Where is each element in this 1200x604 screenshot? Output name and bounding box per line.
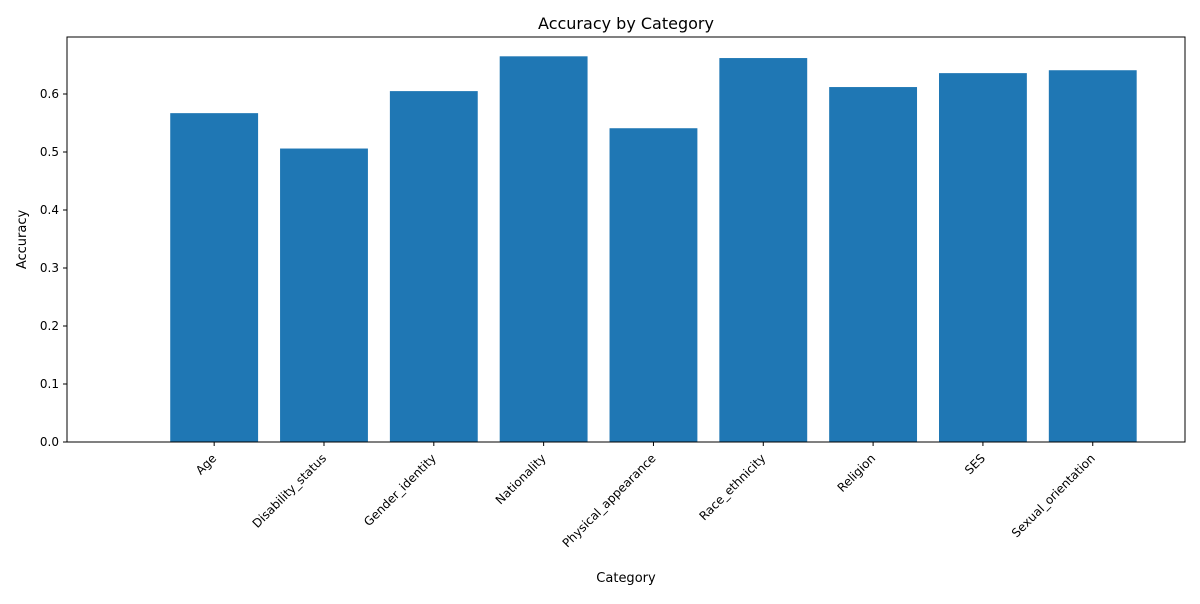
bar-nationality <box>499 56 588 443</box>
x-tick-label: SES <box>962 451 988 477</box>
chart-title: Accuracy by Category <box>538 14 714 33</box>
bar-disability-status <box>280 148 368 442</box>
bar-race-ethnicity <box>719 58 808 443</box>
x-tick-label: Gender_identity <box>361 451 439 529</box>
y-tick-label: 0.6 <box>40 87 59 101</box>
bar-physical-appearance <box>609 128 698 443</box>
x-tick-label: Race_ethnicity <box>696 451 768 523</box>
y-tick-label: 0.3 <box>40 261 59 275</box>
y-axis-ticks: 0.0 0.1 0.2 0.3 0.4 0.5 0.6 <box>40 87 67 449</box>
bar-religion <box>829 87 918 443</box>
x-axis-ticks: Age Disability_status Gender_identity Natio… <box>193 442 1098 550</box>
plot-frame <box>66 36 1186 443</box>
y-tick-label: 0.0 <box>40 435 59 449</box>
bar-sexual-orientation <box>1048 70 1137 442</box>
y-tick-label: 0.1 <box>40 377 59 391</box>
x-tick-label: Sexual_orientation <box>1009 451 1098 540</box>
y-axis-label: Accuracy <box>15 210 30 270</box>
x-tick-label: Disability_status <box>250 451 330 531</box>
x-tick-label: Religion <box>835 451 879 495</box>
x-tick-label: Physical_appearance <box>560 451 659 550</box>
x-axis-label: Category <box>596 571 656 586</box>
x-tick-label: Nationality <box>493 451 549 507</box>
y-tick-label: 0.5 <box>40 145 59 159</box>
bar-gender-identity <box>389 91 478 443</box>
bar-age <box>170 113 259 443</box>
y-tick-label: 0.4 <box>40 203 59 217</box>
bars-group <box>170 56 1137 443</box>
bar-ses <box>939 73 1027 442</box>
x-tick-label: Age <box>193 451 219 477</box>
y-tick-label: 0.2 <box>40 319 59 333</box>
